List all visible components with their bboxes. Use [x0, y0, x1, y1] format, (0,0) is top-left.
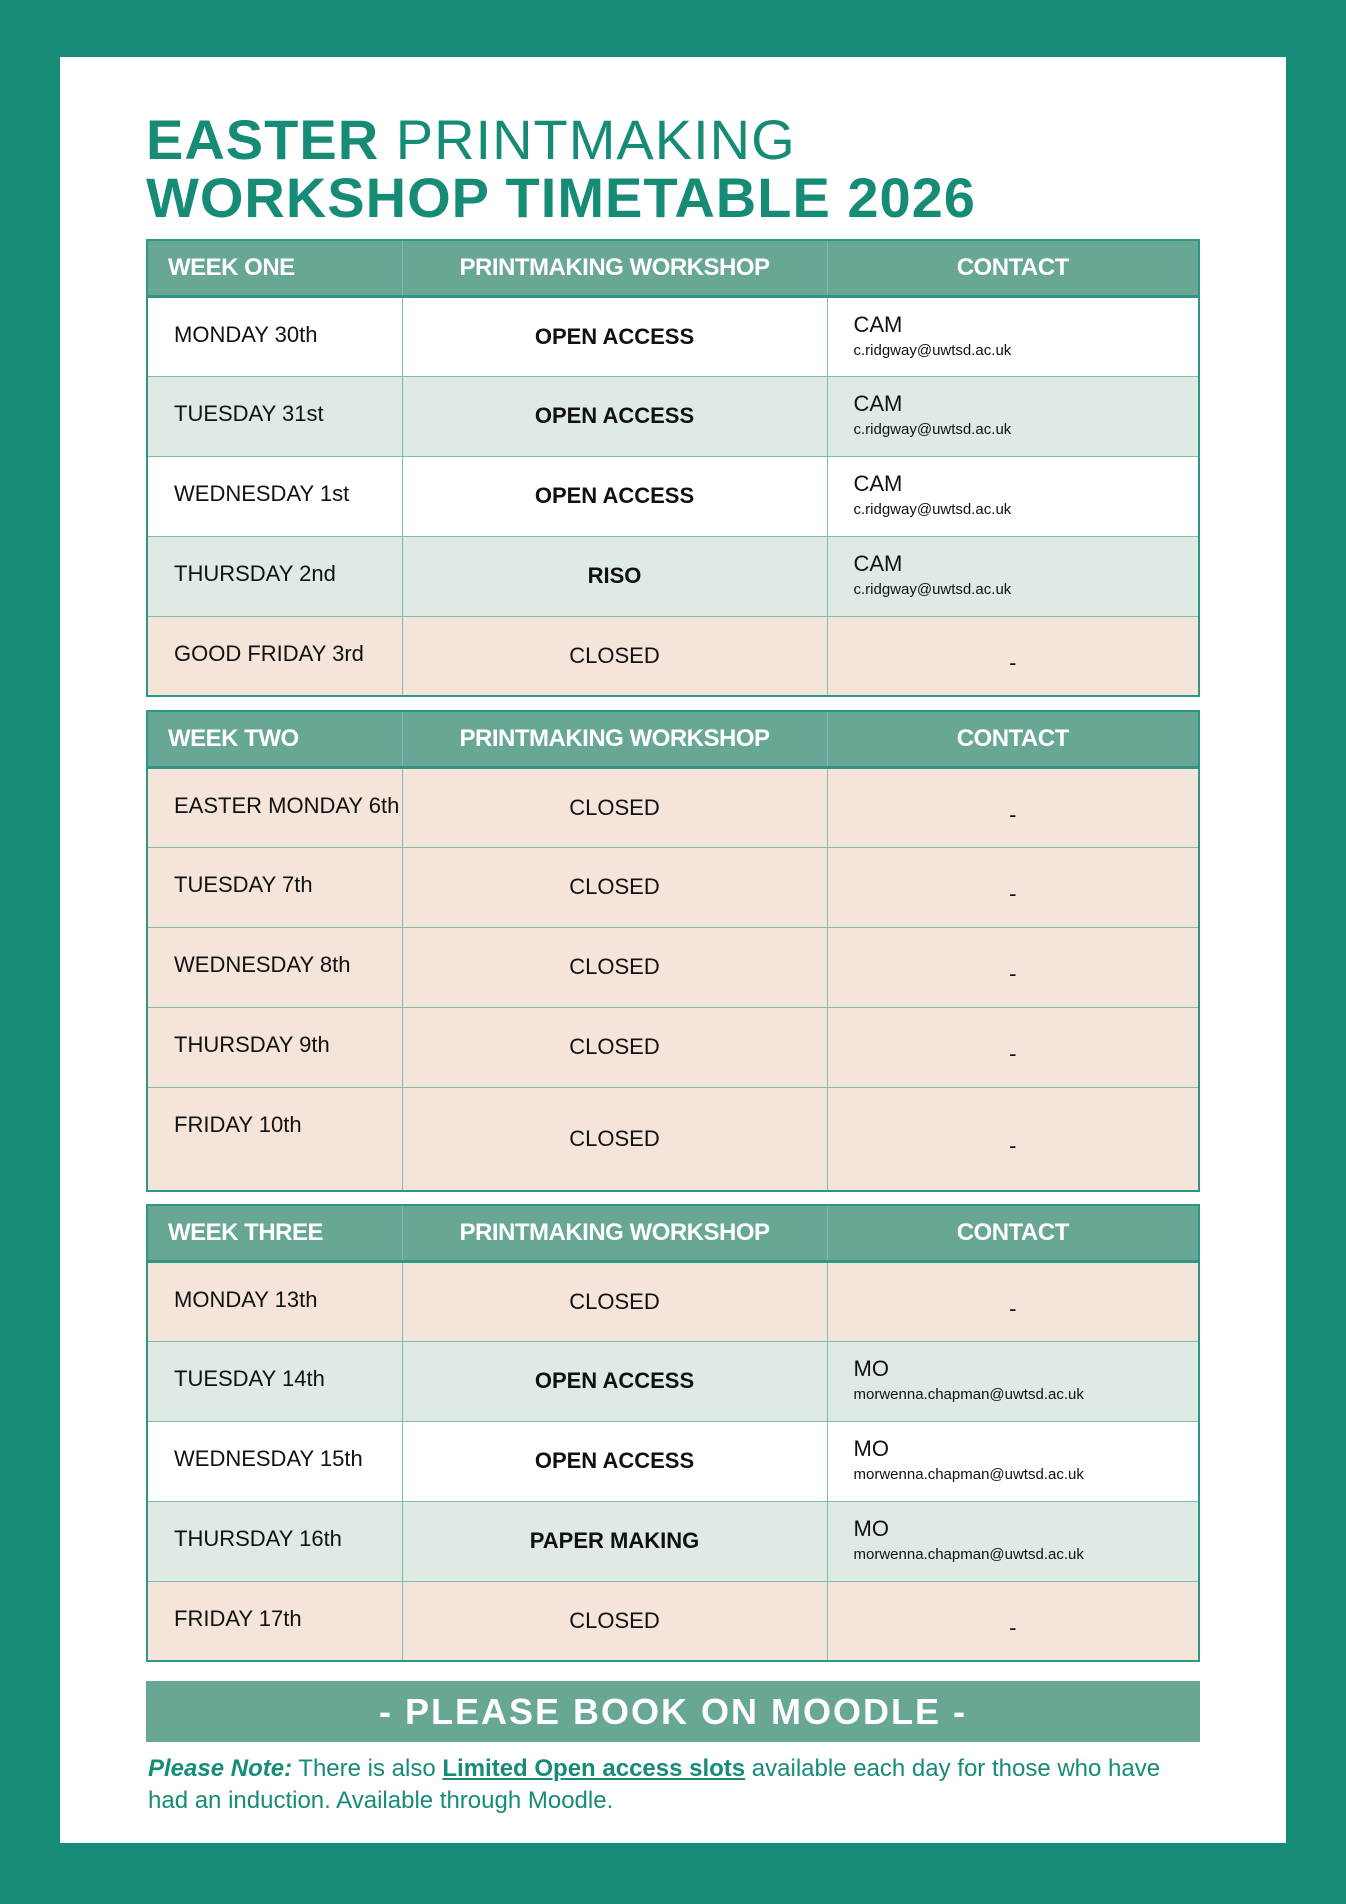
table-row: FRIDAY 10th CLOSED - [146, 1086, 1200, 1192]
table-header: WEEK ONE PRINTMAKING WORKSHOP CONTACT [146, 239, 1200, 298]
day-cell: WEDNESDAY 8th [146, 926, 403, 1008]
contact-cell: CAM c.ridgway@uwtsd.ac.uk [826, 295, 1200, 377]
day-cell: THURSDAY 9th [146, 1006, 403, 1088]
contact-cell: - [826, 1086, 1200, 1192]
week-table: WEEK ONE PRINTMAKING WORKSHOP CONTACT MONDA… [146, 239, 1200, 697]
workshop-cell: OPEN ACCESS [401, 455, 828, 537]
week-label: WEEK ONE [146, 239, 403, 298]
workshop-cell: CLOSED [401, 926, 828, 1008]
workshop-header: PRINTMAKING WORKSHOP [401, 1204, 828, 1263]
contact-cell: MO morwenna.chapman@uwtsd.ac.uk [826, 1340, 1200, 1422]
contact-cell: CAM c.ridgway@uwtsd.ac.uk [826, 375, 1200, 457]
open-access-link[interactable]: Limited Open access slots [442, 1755, 746, 1782]
workshop-cell: CLOSED [401, 615, 828, 697]
table-row: MONDAY 30th OPEN ACCESS CAM c.ridgway@uwtsd… [146, 295, 1200, 377]
contact-cell: - [826, 1580, 1200, 1662]
workshop-cell: CLOSED [401, 1260, 828, 1342]
contact-email[interactable]: morwenna.chapman@uwtsd.ac.uk [853, 1465, 1084, 1483]
contact-cell: - [826, 1006, 1200, 1088]
day-cell: FRIDAY 10th [146, 1086, 403, 1192]
week-label: WEEK TWO [146, 710, 403, 769]
contact-name: CAM [853, 390, 903, 416]
day-cell: MONDAY 30th [146, 295, 403, 377]
contact-email[interactable]: morwenna.chapman@uwtsd.ac.uk [853, 1385, 1084, 1403]
book-on-moodle-banner: - PLEASE BOOK ON MOODLE - [146, 1681, 1200, 1742]
contact-email[interactable]: c.ridgway@uwtsd.ac.uk [853, 500, 1012, 518]
day-cell: WEDNESDAY 15th [146, 1420, 403, 1502]
contact-header: CONTACT [826, 239, 1200, 298]
table-row: MONDAY 13th CLOSED - [146, 1260, 1200, 1342]
page-title-line1: EASTER PRINTMAKING [146, 110, 796, 170]
day-cell: EASTER MONDAY 6th [146, 766, 403, 848]
title-light: PRINTMAKING [395, 108, 796, 171]
contact-cell: - [826, 926, 1200, 1008]
table-row: EASTER MONDAY 6th CLOSED - [146, 766, 1200, 848]
table-row: WEDNESDAY 15th OPEN ACCESS MO morwenna.chap… [146, 1420, 1200, 1502]
table-row: FRIDAY 17th CLOSED - [146, 1580, 1200, 1662]
day-cell: TUESDAY 31st [146, 375, 403, 457]
day-cell: WEDNESDAY 1st [146, 455, 403, 537]
table-row: THURSDAY 16th PAPER MAKING MO morwenna.chap… [146, 1500, 1200, 1582]
contact-email[interactable]: morwenna.chapman@uwtsd.ac.uk [853, 1545, 1084, 1563]
contact-name: CAM [853, 311, 903, 337]
note-text: There is also [292, 1755, 443, 1782]
workshop-cell: CLOSED [401, 766, 828, 848]
contact-cell: - [826, 1260, 1200, 1342]
contact-cell: MO morwenna.chapman@uwtsd.ac.uk [826, 1500, 1200, 1582]
workshop-header: PRINTMAKING WORKSHOP [401, 239, 828, 298]
table-row: TUESDAY 7th CLOSED - [146, 846, 1200, 928]
contact-email[interactable]: c.ridgway@uwtsd.ac.uk [853, 420, 1012, 438]
workshop-cell: OPEN ACCESS [401, 1420, 828, 1502]
contact-name: CAM [853, 550, 903, 576]
day-cell: THURSDAY 2nd [146, 535, 403, 617]
contact-cell: - [826, 766, 1200, 848]
table-header: WEEK THREE PRINTMAKING WORKSHOP CONTACT [146, 1204, 1200, 1263]
workshop-cell: RISO [401, 535, 828, 617]
contact-email[interactable]: c.ridgway@uwtsd.ac.uk [853, 341, 1012, 359]
workshop-cell: CLOSED [401, 1580, 828, 1662]
table-row: WEDNESDAY 1st OPEN ACCESS CAM c.ridgway@uwt… [146, 455, 1200, 537]
contact-cell: - [826, 615, 1200, 697]
table-row: THURSDAY 9th CLOSED - [146, 1006, 1200, 1088]
workshop-cell: CLOSED [401, 1006, 828, 1088]
contact-cell: - [826, 846, 1200, 928]
day-cell: TUESDAY 14th [146, 1340, 403, 1422]
page-title-line2: WORKSHOP TIMETABLE 2026 [146, 166, 976, 229]
contact-name: MO [853, 1355, 889, 1381]
workshop-cell: CLOSED [401, 846, 828, 928]
table-row: TUESDAY 31st OPEN ACCESS CAM c.ridgway@uwts… [146, 375, 1200, 457]
contact-cell: CAM c.ridgway@uwtsd.ac.uk [826, 455, 1200, 537]
note-label: Please Note: [148, 1755, 293, 1782]
week-table: WEEK THREE PRINTMAKING WORKSHOP CONTACT MON… [146, 1204, 1200, 1662]
workshop-cell: CLOSED [401, 1086, 828, 1192]
table-row: GOOD FRIDAY 3rd CLOSED - [146, 615, 1200, 697]
workshop-header: PRINTMAKING WORKSHOP [401, 710, 828, 769]
table-row: TUESDAY 14th OPEN ACCESS MO morwenna.chapma… [146, 1340, 1200, 1422]
day-cell: FRIDAY 17th [146, 1580, 403, 1662]
note: Please Note: There is also Limited Open … [148, 1753, 1188, 1817]
contact-cell: MO morwenna.chapman@uwtsd.ac.uk [826, 1420, 1200, 1502]
contact-header: CONTACT [826, 1204, 1200, 1263]
workshop-cell: PAPER MAKING [401, 1500, 828, 1582]
table-row: WEDNESDAY 8th CLOSED - [146, 926, 1200, 1008]
contact-name: MO [853, 1435, 889, 1461]
day-cell: THURSDAY 16th [146, 1500, 403, 1582]
week-label: WEEK THREE [146, 1204, 403, 1263]
table-header: WEEK TWO PRINTMAKING WORKSHOP CONTACT [146, 710, 1200, 769]
workshop-cell: OPEN ACCESS [401, 1340, 828, 1422]
day-cell: MONDAY 13th [146, 1260, 403, 1342]
title-bold: EASTER [146, 108, 380, 171]
table-row: THURSDAY 2nd RISO CAM c.ridgway@uwtsd.ac.uk [146, 535, 1200, 617]
contact-header: CONTACT [826, 710, 1200, 769]
workshop-cell: OPEN ACCESS [401, 375, 828, 457]
workshop-cell: OPEN ACCESS [401, 295, 828, 377]
contact-name: MO [853, 1515, 889, 1541]
contact-email[interactable]: c.ridgway@uwtsd.ac.uk [853, 580, 1012, 598]
day-cell: TUESDAY 7th [146, 846, 403, 928]
note-text-end: available each day for those who have ha… [148, 1755, 1161, 1814]
week-table: WEEK TWO PRINTMAKING WORKSHOP CONTACT EASTE… [146, 710, 1200, 1192]
day-cell: GOOD FRIDAY 3rd [146, 615, 403, 697]
contact-name: CAM [853, 470, 903, 496]
contact-cell: CAM c.ridgway@uwtsd.ac.uk [826, 535, 1200, 617]
